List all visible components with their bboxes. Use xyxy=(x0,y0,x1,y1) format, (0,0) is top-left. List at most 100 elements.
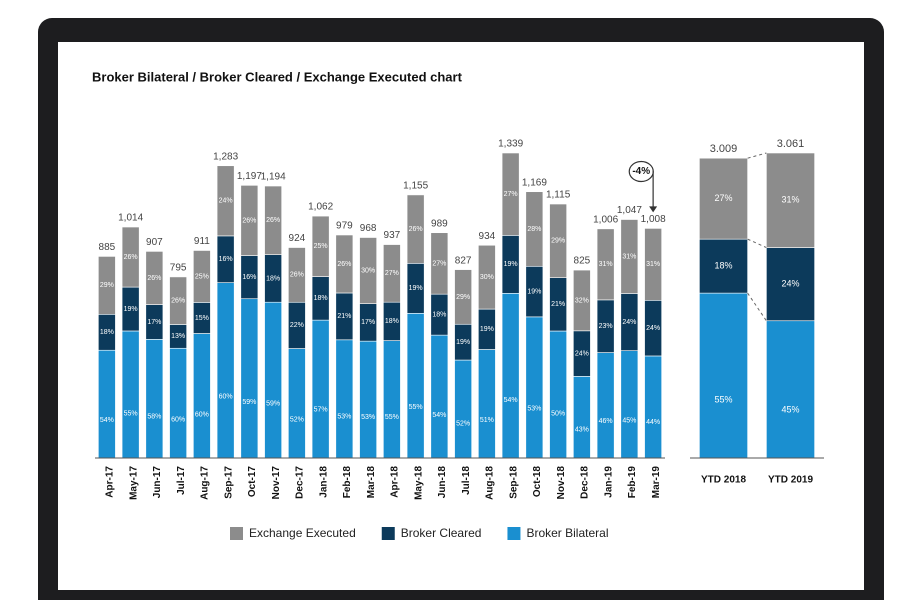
segment-label: 16% xyxy=(242,274,256,281)
x-tick-label: Aug-17 xyxy=(200,466,211,500)
segment-label: 21% xyxy=(551,301,565,308)
legend-swatch xyxy=(381,527,395,540)
segment-label: 26% xyxy=(147,275,161,282)
bar-segment xyxy=(644,355,662,459)
total-label: 911 xyxy=(194,236,210,247)
segment-label: 26% xyxy=(124,254,138,261)
total-label: 934 xyxy=(479,231,496,242)
bar-segment xyxy=(240,298,259,459)
segment-label: 24% xyxy=(781,279,799,289)
bar-segment xyxy=(573,269,591,332)
total-label: 989 xyxy=(431,218,448,229)
bar-segment xyxy=(501,152,520,236)
x-tick-label: Jan-18 xyxy=(318,466,329,498)
segment-label: 21% xyxy=(337,313,351,320)
segment-label: 55% xyxy=(714,395,732,405)
legend-label: Exchange Executed xyxy=(249,526,356,540)
segment-label: 24% xyxy=(575,350,589,357)
segment-label: 26% xyxy=(337,261,351,268)
segment-label: 45% xyxy=(622,417,636,424)
segment-label: 50% xyxy=(551,410,565,417)
bar-segment xyxy=(501,292,520,459)
bar-segment xyxy=(193,333,211,459)
bar-segment xyxy=(573,376,591,459)
x-tick-label: Nov-17 xyxy=(271,466,282,500)
segment-label: 27% xyxy=(504,191,518,198)
x-tick-label: YTD 2018 xyxy=(701,475,746,486)
total-label: 3.061 xyxy=(777,138,805,150)
segment-label: 19% xyxy=(504,261,518,268)
segment-label: 29% xyxy=(456,294,470,301)
annotation: -4% xyxy=(632,166,650,177)
x-tick-label: Aug-18 xyxy=(485,466,496,500)
segment-label: 13% xyxy=(171,333,185,340)
bar-segment xyxy=(525,191,544,267)
segment-label: 57% xyxy=(314,407,328,414)
total-label: 1,006 xyxy=(593,214,618,225)
segment-label: 16% xyxy=(219,256,233,263)
segment-label: 54% xyxy=(432,412,446,419)
bar-segment xyxy=(406,313,425,459)
bar-segment xyxy=(454,269,472,325)
total-label: 924 xyxy=(289,233,306,244)
segment-label: 43% xyxy=(575,426,589,433)
segment-label: 58% xyxy=(147,413,161,420)
bar-segment xyxy=(596,352,615,459)
bar-segment xyxy=(193,250,211,303)
bar-segment xyxy=(169,276,187,325)
x-tick-label: Feb-19 xyxy=(627,466,638,499)
bar-segment xyxy=(121,330,140,459)
segment-label: 17% xyxy=(147,319,161,326)
segment-label: 30% xyxy=(480,274,494,281)
total-label: 1,194 xyxy=(261,172,286,183)
legend-swatch xyxy=(507,527,521,540)
x-tick-label: Jul-18 xyxy=(461,466,472,495)
segment-label: 15% xyxy=(195,315,209,322)
segment-label: 19% xyxy=(124,306,138,313)
bar-segment xyxy=(478,244,496,310)
total-label: 1,197 xyxy=(237,171,262,182)
plot-area: 54% 18% 29% 885 Apr-17 55% 19% 26% 1,014 May-17 58… xyxy=(95,138,824,540)
segment-label: 30% xyxy=(361,267,375,274)
segment-label: 24% xyxy=(646,325,660,332)
segment-label: 18% xyxy=(385,318,399,325)
total-label: 1,339 xyxy=(498,139,523,150)
bar-segment xyxy=(620,350,639,459)
legend-label: Broker Bilateral xyxy=(526,526,608,540)
bar-segment xyxy=(549,330,567,459)
total-label: 1,155 xyxy=(403,181,428,192)
segment-label: 26% xyxy=(266,217,280,224)
segment-label: 19% xyxy=(480,326,494,333)
x-tick-label: Dec-17 xyxy=(295,466,306,499)
segment-label: 18% xyxy=(100,329,114,336)
bar-segment xyxy=(335,234,354,294)
bar-segment xyxy=(699,238,748,294)
total-label: 979 xyxy=(336,221,353,232)
x-tick-label: Oct-18 xyxy=(532,466,543,498)
bar-segment xyxy=(311,215,330,277)
x-tick-label: May-18 xyxy=(413,466,424,500)
segment-label: 44% xyxy=(646,419,660,426)
total-label: 3.009 xyxy=(710,143,738,155)
x-tick-label: Feb-18 xyxy=(342,466,353,499)
segment-label: 29% xyxy=(100,282,114,289)
bar-segment xyxy=(525,316,544,459)
segment-label: 24% xyxy=(622,319,636,326)
bar-segment xyxy=(406,194,425,264)
segment-label: 55% xyxy=(409,404,423,411)
bar-segment xyxy=(620,219,639,294)
total-label: 885 xyxy=(99,242,116,253)
x-tick-label: Apr-17 xyxy=(105,466,116,498)
segment-label: 26% xyxy=(171,298,185,305)
bar-segment xyxy=(359,237,377,304)
arrow-head xyxy=(649,206,658,213)
legend-swatch xyxy=(230,527,243,540)
segment-label: 26% xyxy=(409,226,423,233)
total-label: 1,014 xyxy=(118,213,143,224)
total-label: 827 xyxy=(455,255,472,266)
segment-label: 24% xyxy=(219,198,233,205)
x-tick-label: Dec-18 xyxy=(580,466,591,499)
segment-label: 25% xyxy=(195,273,209,280)
bar-segment xyxy=(216,165,235,237)
segment-label: 51% xyxy=(480,417,494,424)
